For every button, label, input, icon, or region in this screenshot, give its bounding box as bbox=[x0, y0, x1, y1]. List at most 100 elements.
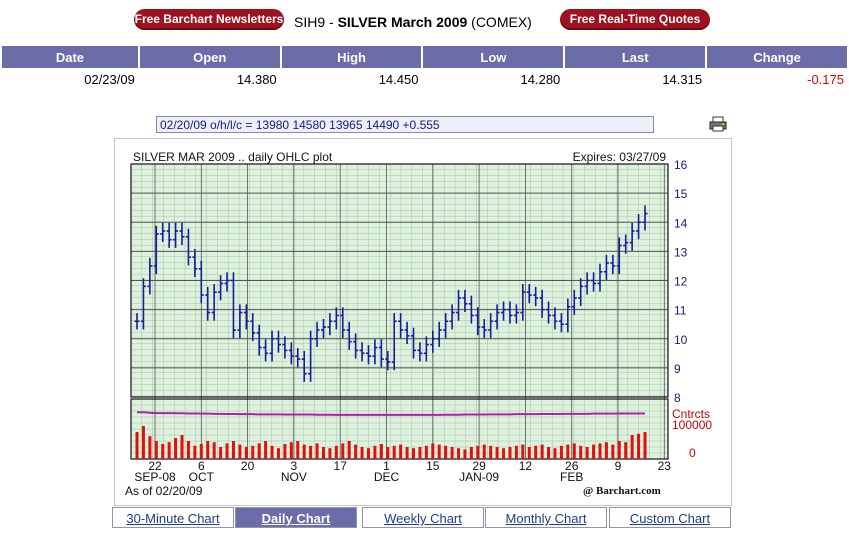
volume-bar bbox=[431, 443, 435, 459]
volume-bar bbox=[219, 447, 223, 459]
ohlc-bar bbox=[597, 263, 603, 292]
ohlc-bar bbox=[623, 234, 629, 254]
col-last: Last bbox=[564, 46, 708, 68]
x-tick-label: 26 bbox=[565, 459, 579, 473]
ohlc-bar bbox=[552, 307, 558, 330]
ohlc-bar bbox=[256, 324, 262, 356]
contract-title: SIH9 - SILVER March 2009 (COMEX) bbox=[294, 14, 532, 30]
col-low: Low bbox=[422, 46, 566, 68]
volume-bar bbox=[611, 444, 615, 459]
x-tick-label: 6 bbox=[198, 459, 205, 473]
ohlc-bar bbox=[533, 286, 539, 307]
x-month-label: FEB bbox=[560, 470, 583, 484]
tab-daily[interactable]: Daily Chart bbox=[235, 507, 357, 528]
ohlc-bar bbox=[333, 307, 339, 330]
volume-bar bbox=[566, 444, 570, 459]
ohlc-bar bbox=[539, 289, 545, 318]
ohlc-bar bbox=[243, 304, 249, 330]
newsletters-button[interactable]: Free Barchart Newsletters bbox=[134, 9, 284, 30]
volume-bar bbox=[206, 441, 210, 459]
ohlc-bar bbox=[288, 342, 294, 365]
tab-weekly[interactable]: Weekly Chart bbox=[362, 507, 484, 528]
ohlc-bar bbox=[462, 289, 468, 312]
ohlc-bar bbox=[636, 214, 642, 240]
ohlc-bar bbox=[314, 321, 320, 347]
x-tick-label: 3 bbox=[291, 459, 298, 473]
realtime-quotes-button[interactable]: Free Real-Time Quotes bbox=[560, 9, 710, 30]
ohlc-bar bbox=[436, 321, 442, 347]
ohlc-bar bbox=[353, 333, 359, 359]
ohlc-bar bbox=[558, 313, 564, 333]
volume-bar bbox=[174, 438, 178, 459]
tab-monthly[interactable]: Monthly Chart bbox=[485, 507, 607, 528]
y-tick-label: 10 bbox=[674, 333, 688, 347]
ohlc-bar bbox=[308, 330, 314, 382]
quote-header-row: Date Open High Low Last Change bbox=[2, 46, 849, 68]
ohlc-bar bbox=[134, 313, 140, 330]
volume-bar bbox=[572, 443, 576, 459]
ohlc-bar bbox=[224, 272, 230, 292]
ohlc-bar bbox=[411, 327, 417, 359]
tab-custom[interactable]: Custom Chart bbox=[609, 507, 731, 528]
ohlc-bar bbox=[571, 289, 577, 315]
volume-bar bbox=[321, 447, 325, 459]
ohlc-bar bbox=[153, 225, 159, 275]
y-tick-label: 14 bbox=[674, 216, 688, 230]
volume-bar bbox=[264, 441, 268, 459]
quote-row: 02/23/09 14.380 14.450 14.280 14.315 -0.… bbox=[2, 68, 848, 90]
ohlc-bar bbox=[301, 350, 307, 382]
ohlc-bar bbox=[501, 301, 507, 321]
ohlc-bar bbox=[340, 307, 346, 339]
ohlc-bar bbox=[526, 283, 532, 304]
volume-bar bbox=[534, 445, 538, 459]
ohlc-bar bbox=[179, 222, 185, 245]
ohlc-bar bbox=[160, 222, 166, 243]
ohlc-bar bbox=[237, 304, 243, 339]
col-open: Open bbox=[138, 46, 282, 68]
ohlc-bar bbox=[269, 330, 275, 362]
volume-bar bbox=[579, 445, 583, 459]
volume-bar bbox=[527, 447, 531, 459]
y-tick-label: 11 bbox=[674, 304, 687, 318]
volume-bar bbox=[457, 448, 461, 459]
volume-bar bbox=[302, 444, 306, 459]
y-tick-label: 9 bbox=[674, 362, 681, 376]
volume-bar bbox=[637, 433, 641, 459]
volume-bar bbox=[412, 448, 416, 459]
volume-bar bbox=[495, 447, 499, 459]
volume-bar bbox=[154, 441, 158, 459]
volume-bar bbox=[624, 442, 628, 459]
volume-bar bbox=[161, 444, 165, 459]
ohlc-bar bbox=[423, 336, 429, 362]
x-tick-label: 9 bbox=[615, 459, 622, 473]
exchange: (COMEX) bbox=[471, 14, 532, 30]
ohlc-bar bbox=[629, 222, 635, 251]
ohlc-bar bbox=[378, 339, 384, 368]
volume-bar bbox=[238, 444, 242, 459]
ohlc-bar bbox=[642, 205, 648, 231]
x-tick-label: 15 bbox=[426, 459, 440, 473]
ohlc-bar bbox=[468, 295, 474, 324]
ohlc-bar bbox=[404, 321, 410, 344]
volume-bar bbox=[482, 444, 486, 459]
volume-bar bbox=[559, 445, 563, 459]
ohlc-bar bbox=[616, 237, 622, 275]
chart-frame: 8 9 10 11 12 13 14 15 16 22 SEP-08 6 OCT 20 3 NOV 17 1 DEC… bbox=[114, 138, 732, 506]
ohlc-bar bbox=[327, 313, 333, 336]
print-icon[interactable] bbox=[709, 116, 727, 132]
volume-bar bbox=[604, 442, 608, 459]
volume-bar bbox=[366, 448, 370, 459]
ohlc-bar bbox=[591, 272, 597, 292]
volume-bar bbox=[405, 447, 409, 459]
ohlc-bar bbox=[494, 304, 500, 330]
volume-bar bbox=[199, 444, 203, 459]
ohlc-bar bbox=[185, 228, 191, 266]
volume-bar bbox=[392, 445, 396, 459]
volume-bar bbox=[347, 441, 351, 459]
ohlc-bar bbox=[610, 254, 616, 275]
volume-bar bbox=[360, 447, 364, 459]
ohlc-bar bbox=[320, 318, 326, 339]
ohlc-bar bbox=[475, 307, 481, 336]
tab-30-minute[interactable]: 30-Minute Chart bbox=[112, 507, 234, 528]
title-separator: - bbox=[329, 14, 334, 30]
